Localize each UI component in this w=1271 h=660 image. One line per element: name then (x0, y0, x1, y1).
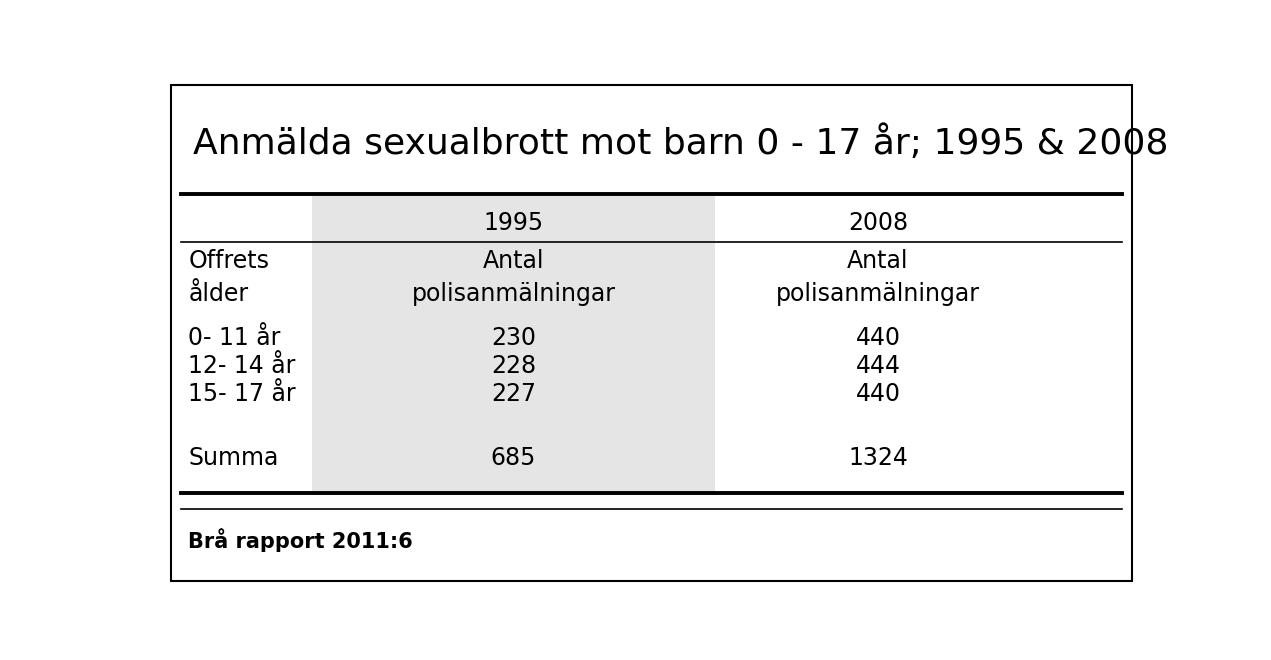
Text: 440: 440 (855, 382, 900, 407)
Text: Antal
polisanmälningar: Antal polisanmälningar (775, 249, 980, 306)
FancyBboxPatch shape (311, 193, 716, 494)
Text: Antal
polisanmälningar: Antal polisanmälningar (412, 249, 615, 306)
Text: Anmälda sexualbrott mot barn 0 - 17 år; 1995 & 2008: Anmälda sexualbrott mot barn 0 - 17 år; … (193, 125, 1169, 160)
Text: 2008: 2008 (848, 211, 907, 234)
Text: 230: 230 (491, 327, 536, 350)
Text: Summa: Summa (188, 446, 278, 470)
Text: 228: 228 (491, 354, 536, 378)
Text: Offrets
ålder: Offrets ålder (188, 249, 269, 306)
Text: Brå rapport 2011:6: Brå rapport 2011:6 (188, 528, 413, 552)
Text: 12- 14 år: 12- 14 år (188, 354, 296, 378)
Text: 227: 227 (491, 382, 536, 407)
Text: 1324: 1324 (848, 446, 907, 470)
Text: 440: 440 (855, 327, 900, 350)
Text: 685: 685 (491, 446, 536, 470)
Text: 0- 11 år: 0- 11 år (188, 327, 281, 350)
FancyBboxPatch shape (170, 85, 1132, 581)
Text: 15- 17 år: 15- 17 år (188, 382, 296, 407)
Text: 444: 444 (855, 354, 900, 378)
Text: 1995: 1995 (483, 211, 544, 234)
